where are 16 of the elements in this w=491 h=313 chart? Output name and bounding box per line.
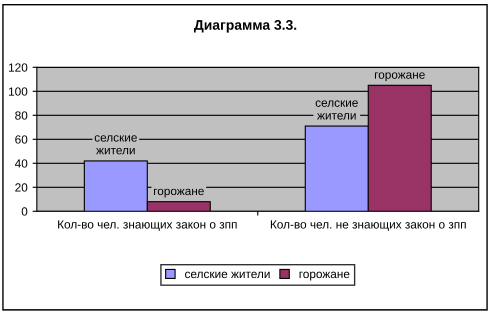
y-tick-label: 20 — [15, 183, 28, 192]
y-tick-label: 60 — [15, 135, 28, 144]
chart-title: Диаграмма 3.3. — [194, 20, 296, 33]
annotation: селские жители — [316, 100, 358, 120]
annotation: горожане — [154, 188, 204, 198]
y-tick-label: 80 — [15, 111, 28, 120]
annotation: селские жители — [94, 135, 137, 154]
annotation: горожане — [374, 72, 425, 82]
legend-label: горожане — [300, 272, 350, 280]
y-tick-label: 40 — [14, 159, 28, 168]
y-tick-label: 100 — [9, 87, 28, 96]
y-tick-label: 120 — [9, 63, 28, 72]
x-tick-label: Кол-во чел. не знающих закон о зпп — [270, 220, 466, 231]
legend-label: селские жители — [185, 272, 270, 278]
x-tick-label: Кол-во чел. знающих закон о зпп — [58, 220, 237, 231]
y-tick-label: 0 — [22, 207, 28, 216]
